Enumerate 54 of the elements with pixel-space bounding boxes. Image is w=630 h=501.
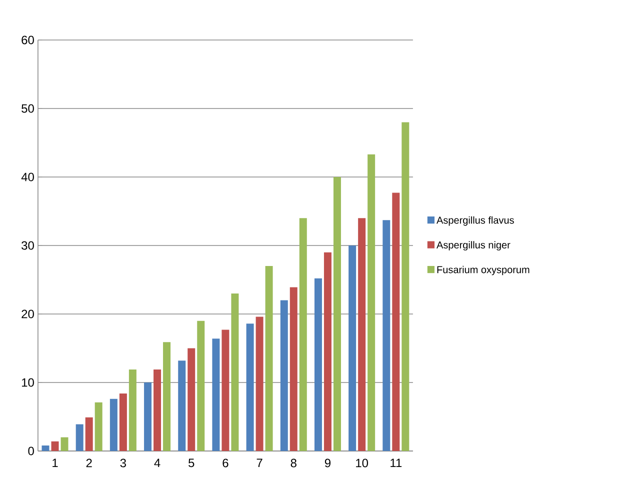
bar	[231, 293, 239, 451]
y-tick-label: 40	[21, 172, 34, 182]
bar	[212, 338, 220, 451]
y-tick-label: 30	[22, 241, 34, 250]
bar	[144, 382, 152, 451]
bar	[188, 348, 196, 451]
legend-label: Fusarium oxysporum	[437, 266, 530, 276]
bar	[154, 369, 162, 451]
x-tick-label: 10	[356, 458, 368, 468]
bar	[402, 122, 410, 451]
bar	[128, 369, 136, 451]
bar	[299, 218, 307, 451]
x-tick-label: 2	[86, 458, 92, 468]
bar	[265, 266, 273, 451]
bar	[163, 342, 171, 451]
bar	[314, 278, 322, 451]
bar	[392, 192, 400, 451]
y-tick-label: 20	[22, 310, 34, 318]
y-tick-label: 0	[28, 446, 34, 456]
bar	[51, 441, 59, 451]
y-tick-label: 60	[22, 36, 34, 44]
x-tick-label: 1	[52, 458, 58, 468]
bar	[119, 393, 127, 451]
x-tick-label: 6	[222, 458, 228, 468]
bar	[60, 437, 68, 451]
x-tick-label: 7	[256, 458, 262, 468]
x-tick-label: 5	[188, 458, 194, 468]
legend-label: Aspergillus niger	[436, 241, 510, 250]
y-tick-label: 10	[22, 378, 34, 387]
bar	[178, 360, 186, 451]
bar	[324, 252, 332, 451]
x-tick-label: 8	[290, 458, 296, 468]
bar	[368, 154, 376, 451]
bar	[76, 424, 84, 451]
legend-label: Aspergillus flavus	[436, 216, 514, 226]
x-tick-label: 4	[154, 458, 160, 468]
bar	[222, 330, 230, 451]
bar	[85, 417, 93, 451]
x-tick-label: 9	[324, 458, 330, 468]
bar	[110, 398, 118, 451]
bar	[197, 320, 205, 451]
x-tick-label: 3	[120, 458, 126, 468]
bar	[280, 300, 288, 451]
bar	[333, 176, 341, 451]
y-tick-label: 50	[22, 104, 34, 113]
x-tick-label: 11	[390, 458, 402, 468]
bar	[94, 402, 102, 451]
bar	[42, 446, 50, 451]
bar	[358, 218, 366, 451]
bar	[256, 316, 264, 451]
bar	[290, 287, 298, 451]
bar	[382, 220, 390, 451]
bar	[348, 245, 356, 451]
bar	[246, 324, 254, 451]
